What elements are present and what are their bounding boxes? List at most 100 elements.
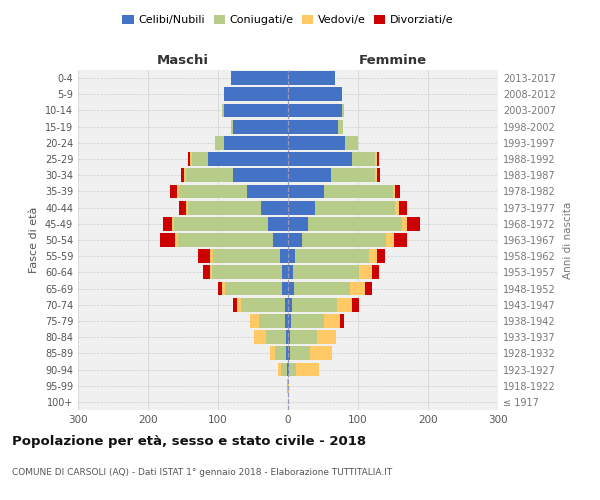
- Bar: [233, 120, 288, 134]
- Bar: [288, 168, 331, 182]
- Bar: [340, 314, 344, 328]
- Bar: [346, 136, 358, 149]
- Bar: [280, 250, 288, 263]
- Bar: [331, 168, 375, 182]
- Bar: [172, 217, 174, 230]
- Bar: [259, 314, 285, 328]
- Bar: [218, 282, 222, 296]
- Text: Popolazione per età, sesso e stato civile - 2018: Popolazione per età, sesso e stato civil…: [12, 435, 366, 448]
- Bar: [317, 330, 337, 344]
- Bar: [342, 104, 344, 118]
- Bar: [230, 71, 288, 85]
- Bar: [224, 88, 288, 101]
- Bar: [407, 217, 419, 230]
- Bar: [175, 233, 178, 247]
- Bar: [247, 184, 288, 198]
- Bar: [365, 282, 372, 296]
- Bar: [233, 168, 288, 182]
- Bar: [221, 104, 224, 118]
- Bar: [288, 184, 325, 198]
- Bar: [288, 314, 291, 328]
- Bar: [208, 152, 288, 166]
- Y-axis label: Anni di nascita: Anni di nascita: [563, 202, 572, 278]
- Bar: [287, 362, 288, 376]
- Bar: [210, 250, 213, 263]
- Bar: [209, 266, 212, 280]
- Bar: [233, 298, 237, 312]
- Bar: [213, 250, 280, 263]
- Bar: [286, 330, 288, 344]
- Bar: [372, 266, 379, 280]
- Bar: [402, 217, 407, 230]
- Bar: [224, 104, 288, 118]
- Bar: [288, 200, 314, 214]
- Bar: [232, 120, 233, 134]
- Bar: [283, 282, 288, 296]
- Bar: [160, 233, 175, 247]
- Bar: [285, 314, 288, 328]
- Bar: [188, 200, 262, 214]
- Bar: [288, 71, 335, 85]
- Bar: [288, 250, 295, 263]
- Bar: [270, 346, 275, 360]
- Bar: [292, 298, 337, 312]
- Bar: [254, 330, 266, 344]
- Bar: [293, 282, 350, 296]
- Bar: [394, 233, 407, 247]
- Bar: [275, 346, 286, 360]
- Bar: [393, 184, 395, 198]
- Bar: [170, 184, 176, 198]
- Bar: [262, 200, 288, 214]
- Bar: [314, 200, 395, 214]
- Bar: [377, 250, 385, 263]
- Bar: [325, 184, 393, 198]
- Bar: [308, 217, 402, 230]
- Bar: [176, 184, 179, 198]
- Bar: [288, 346, 290, 360]
- Bar: [237, 298, 241, 312]
- Bar: [288, 104, 342, 118]
- Bar: [288, 233, 302, 247]
- Bar: [359, 266, 372, 280]
- Bar: [325, 314, 340, 328]
- Bar: [290, 330, 317, 344]
- Bar: [296, 362, 319, 376]
- Bar: [386, 233, 394, 247]
- Bar: [293, 266, 359, 280]
- Bar: [179, 200, 186, 214]
- Bar: [377, 168, 380, 182]
- Bar: [179, 184, 247, 198]
- Bar: [268, 217, 288, 230]
- Bar: [178, 233, 272, 247]
- Bar: [288, 88, 342, 101]
- Bar: [266, 330, 286, 344]
- Text: Femmine: Femmine: [359, 54, 427, 67]
- Bar: [212, 266, 283, 280]
- Bar: [295, 250, 368, 263]
- Bar: [286, 346, 288, 360]
- Bar: [225, 282, 283, 296]
- Bar: [395, 200, 398, 214]
- Bar: [290, 346, 310, 360]
- Legend: Celibi/Nubili, Coniugati/e, Vedovi/e, Divorziati/e: Celibi/Nubili, Coniugati/e, Vedovi/e, Di…: [118, 10, 458, 30]
- Bar: [190, 152, 192, 166]
- Bar: [375, 168, 377, 182]
- Bar: [224, 136, 288, 149]
- Bar: [184, 168, 186, 182]
- Bar: [375, 152, 377, 166]
- Bar: [188, 152, 190, 166]
- Bar: [284, 298, 288, 312]
- Bar: [291, 314, 325, 328]
- Bar: [163, 217, 172, 230]
- Bar: [174, 217, 268, 230]
- Bar: [283, 266, 288, 280]
- Bar: [377, 152, 379, 166]
- Bar: [338, 120, 343, 134]
- Bar: [288, 379, 289, 392]
- Text: COMUNE DI CARSOLI (AQ) - Dati ISTAT 1° gennaio 2018 - Elaborazione TUTTITALIA.IT: COMUNE DI CARSOLI (AQ) - Dati ISTAT 1° g…: [12, 468, 392, 477]
- Bar: [272, 233, 288, 247]
- Bar: [288, 362, 289, 376]
- Bar: [395, 184, 400, 198]
- Bar: [288, 136, 346, 149]
- Text: Maschi: Maschi: [157, 54, 209, 67]
